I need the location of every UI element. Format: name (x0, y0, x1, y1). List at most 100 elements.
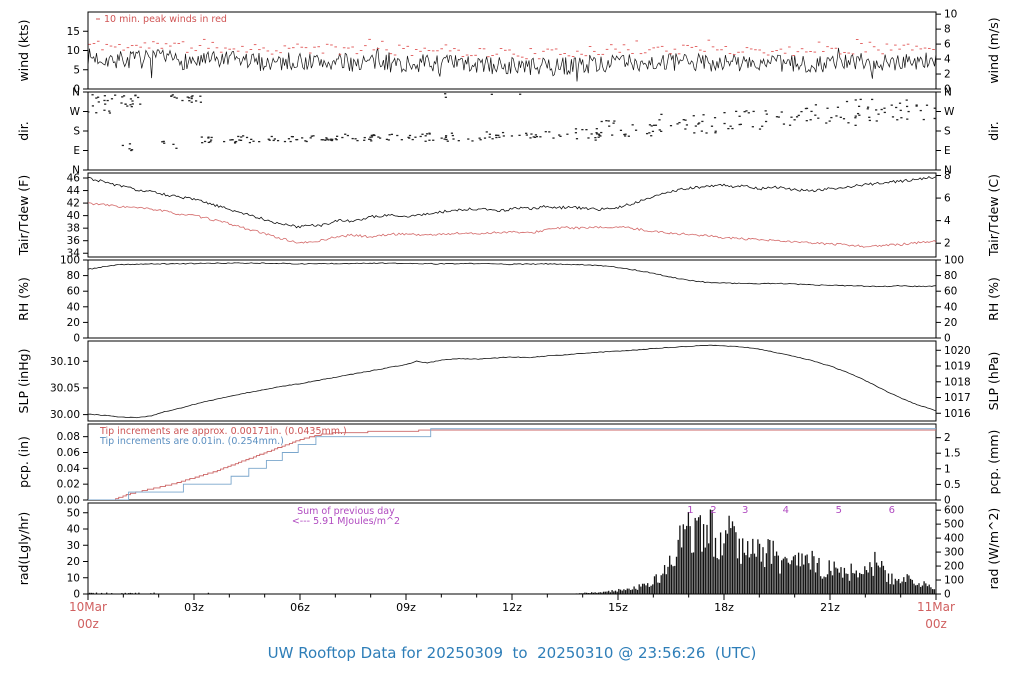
svg-text:36: 36 (67, 235, 81, 247)
svg-text:0: 0 (73, 333, 80, 345)
panel-pcp: 0.00 0.02 0.04 0.06 0.08 0 0.5 1 1.5 2 pcp. (in) pc… (16, 423, 1001, 507)
svg-text:2: 2 (710, 505, 716, 516)
svg-text:2: 2 (944, 238, 951, 250)
svg-text:N: N (72, 165, 80, 177)
svg-text:20: 20 (67, 556, 80, 568)
svg-text:0.5: 0.5 (944, 479, 961, 491)
svg-text:0: 0 (944, 333, 951, 345)
svg-text:0: 0 (944, 495, 951, 507)
svg-text:30.00: 30.00 (50, 409, 80, 421)
svg-text:dir.: dir. (16, 121, 31, 140)
svg-text:1.5: 1.5 (944, 448, 961, 460)
svg-text:RH (%): RH (%) (16, 277, 31, 321)
svg-text:10: 10 (67, 45, 80, 57)
svg-text:300: 300 (944, 547, 964, 559)
svg-text:Tair/Tdew (C): Tair/Tdew (C) (986, 174, 1001, 257)
svg-text:10 min. peak winds in red: 10 min. peak winds in red (104, 14, 227, 25)
svg-text:42: 42 (67, 198, 80, 210)
svg-text:10Mar: 10Mar (69, 600, 107, 614)
svg-text:Tair/Tdew (F): Tair/Tdew (F) (16, 175, 31, 256)
svg-text:100: 100 (944, 255, 964, 267)
svg-text:600: 600 (944, 505, 964, 517)
svg-text:30.05: 30.05 (50, 382, 80, 394)
svg-text:0.06: 0.06 (57, 447, 81, 459)
svg-text:2: 2 (944, 69, 951, 81)
svg-text:5: 5 (73, 64, 80, 76)
panel-rad: 010203040500100200300400500600rad(Lgly/h… (16, 502, 1001, 601)
svg-text:rad(Lgly/hr): rad(Lgly/hr) (16, 512, 31, 586)
svg-text:80: 80 (67, 270, 80, 282)
svg-text:pcp. (in): pcp. (in) (16, 436, 31, 488)
svg-text:60: 60 (67, 286, 80, 298)
svg-text:wind (m/s): wind (m/s) (986, 17, 1001, 83)
svg-text:E: E (73, 145, 80, 157)
svg-text:dir.: dir. (986, 121, 1001, 140)
svg-text:11Mar: 11Mar (917, 600, 955, 614)
svg-text:1019: 1019 (944, 361, 971, 373)
svg-text:SLP (inHg): SLP (inHg) (16, 349, 31, 414)
svg-text:8: 8 (944, 170, 951, 182)
svg-text:0: 0 (944, 589, 951, 601)
chart-title: UW Rooftop Data for 20250309 to 20250310… (267, 644, 757, 662)
svg-text:2: 2 (944, 432, 951, 444)
svg-text:500: 500 (944, 519, 964, 531)
svg-text:30.10: 30.10 (50, 356, 80, 368)
svg-text:6: 6 (944, 193, 951, 205)
svg-text:4: 4 (944, 54, 951, 66)
svg-text:0: 0 (73, 589, 80, 601)
panel-slp: 30.00 30.05 30.10 1016 1017 1018 1019 1020 SLP (… (16, 340, 1001, 422)
svg-text:50: 50 (67, 507, 80, 519)
svg-text:46: 46 (67, 173, 81, 185)
svg-text:6: 6 (889, 505, 895, 516)
svg-text:6: 6 (944, 39, 951, 51)
svg-text:100: 100 (60, 255, 80, 267)
svg-text:60: 60 (944, 286, 957, 298)
svg-text:S: S (73, 126, 80, 138)
svg-text:10: 10 (944, 9, 957, 21)
svg-text:rad (W/m^2): rad (W/m^2) (986, 508, 1001, 590)
svg-text:1020: 1020 (944, 345, 971, 357)
svg-text:40: 40 (67, 301, 80, 313)
svg-text:0.04: 0.04 (57, 463, 81, 475)
svg-text:Sum of previous day: Sum of previous day (297, 506, 395, 517)
svg-text:38: 38 (67, 223, 80, 235)
svg-text:0.08: 0.08 (57, 431, 80, 443)
svg-text:200: 200 (944, 561, 964, 573)
svg-text:80: 80 (944, 270, 957, 282)
svg-text:Tip increments are approx. 0.0: Tip increments are approx. 0.00171in. (0… (99, 426, 347, 437)
svg-text:44: 44 (67, 185, 81, 197)
svg-text:1018: 1018 (944, 376, 971, 388)
svg-text:20: 20 (67, 317, 80, 329)
svg-text:40: 40 (67, 210, 80, 222)
svg-text:5: 5 (836, 505, 842, 516)
svg-text:E: E (944, 145, 951, 157)
svg-text:Tip increments are 0.01in. (0.: Tip increments are 0.01in. (0.254mm.) (99, 436, 284, 447)
svg-text:34: 34 (67, 248, 81, 260)
svg-text:<--- 5.91 MJoules/m^2: <--- 5.91 MJoules/m^2 (292, 516, 400, 527)
svg-text:N: N (944, 87, 952, 99)
svg-text:15: 15 (67, 26, 80, 38)
panel-rh: 0 20 40 60 80 100 0 20 40 60 80 100 RH (%) RH (%) (16, 255, 1001, 345)
svg-text:W: W (944, 106, 955, 118)
svg-text:1: 1 (944, 463, 951, 475)
svg-text:30: 30 (67, 540, 80, 552)
svg-text:1017: 1017 (944, 392, 971, 404)
svg-text:1016: 1016 (944, 408, 971, 420)
svg-text:S: S (944, 126, 951, 138)
svg-text:10: 10 (67, 572, 80, 584)
svg-text:wind (kts): wind (kts) (16, 20, 31, 82)
svg-text:0.00: 0.00 (57, 495, 80, 507)
svg-text:03z: 03z (184, 601, 204, 614)
svg-text:4: 4 (944, 215, 951, 227)
svg-text:20: 20 (944, 317, 957, 329)
svg-text:06z: 06z (290, 601, 310, 614)
svg-text:00z: 00z (77, 617, 99, 631)
svg-text:1: 1 (687, 505, 693, 516)
svg-text:15z: 15z (608, 601, 628, 614)
svg-text:18z: 18z (714, 601, 734, 614)
svg-text:RH (%): RH (%) (986, 277, 1001, 321)
svg-text:3: 3 (742, 505, 748, 516)
